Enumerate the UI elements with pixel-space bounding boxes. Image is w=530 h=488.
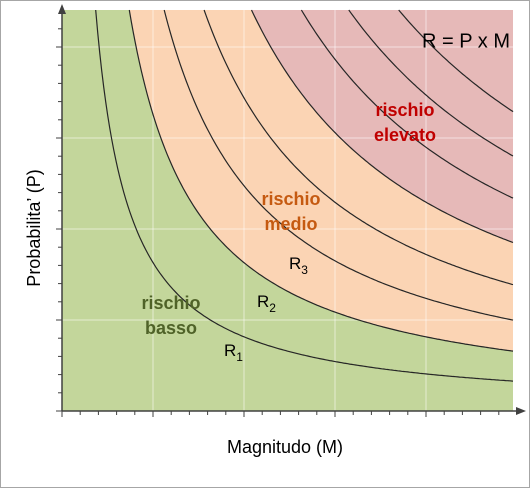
iso-risk-curve: [163, 9, 514, 321]
arrow-head: [58, 4, 66, 14]
curve-label-base: R: [224, 341, 236, 360]
zone-label: basso: [145, 318, 197, 338]
curve-label-sub: 3: [301, 263, 308, 277]
iso-risk-curve: [348, 9, 514, 157]
curve-label: R1: [224, 341, 243, 364]
curve-label-sub: 1: [236, 350, 243, 364]
iso-risk-curve: [128, 9, 514, 352]
iso-risk-curve: [95, 9, 514, 382]
zone-label: elevato: [374, 125, 436, 145]
iso-risk-curve: [398, 9, 514, 113]
formula: R = P x M: [422, 30, 510, 52]
curve-label-base: R: [257, 292, 269, 311]
arrow-head: [516, 407, 526, 415]
x-axis-title: Magnitudo (M): [227, 437, 343, 457]
curve-label-sub: 2: [269, 301, 276, 315]
iso-risk-curve: [250, 9, 514, 244]
zone-label: rischio: [141, 293, 200, 313]
zone-label: medio: [264, 214, 317, 234]
zone-label: rischio: [261, 189, 320, 209]
y-axis-title: Probabilita’ (P): [24, 169, 44, 286]
zone-high: [251, 10, 513, 243]
iso-risk-curve: [300, 9, 514, 199]
zone-label: rischio: [375, 100, 434, 120]
iso-risk-curve: [203, 9, 514, 286]
curve-label-base: R: [289, 254, 301, 273]
curve-label: R2: [257, 292, 276, 315]
curve-label: R3: [289, 254, 308, 277]
